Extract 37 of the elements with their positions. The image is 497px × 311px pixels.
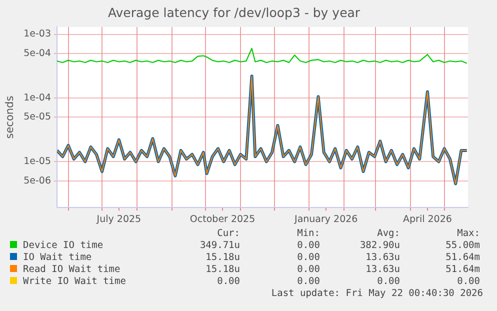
x-tick-label: April 2026 [403,214,452,225]
text: 15.18u [204,264,240,276]
text: 0.00 [296,264,320,276]
y-tick-label: 1e-03 [24,28,52,40]
y-tick-label: 5e-05 [24,112,52,123]
chart-title: Average latency for /dev/loop3 - by year [108,4,361,20]
y-tick-label: 1e-04 [24,92,52,104]
text: 13.63u [364,264,400,276]
text: Min: [296,228,320,240]
y-tick-label: 5e-04 [24,48,52,59]
text: 51.64m [444,264,480,276]
y-axis-title: seconds [4,96,16,139]
text: 0.00 [296,240,320,252]
legend-label: Write IO Wait time [22,276,127,288]
text: 13.63u [364,252,400,264]
text: Max: [456,228,480,240]
text: 0.00 [376,276,400,288]
x-tick-label: July 2025 [96,214,142,225]
text: 349.71u [198,240,240,252]
text: 0.00 [456,276,480,288]
text: 0.00 [216,276,240,288]
legend-label: IO Wait time [22,252,93,264]
y-tick-label: 1e-05 [24,156,52,168]
text: 0.00 [296,276,320,288]
x-tick-label: October 2025 [190,214,256,225]
text: 55.00m [444,240,480,252]
text: Cur: [216,228,240,240]
legend-label: Read IO Wait time [22,264,122,276]
text: 382.90u [358,240,400,252]
y-tick-label: 5e-06 [24,175,52,186]
text: Last update: Fri May 22 00:40:30 2026 [270,288,483,300]
text: 0.00 [296,252,320,264]
text: 51.64m [444,252,480,264]
text: Avg: [376,228,400,240]
text: 15.18u [204,252,240,264]
legend-label: Device IO time [22,240,104,252]
x-tick-label: January 2026 [294,214,358,225]
